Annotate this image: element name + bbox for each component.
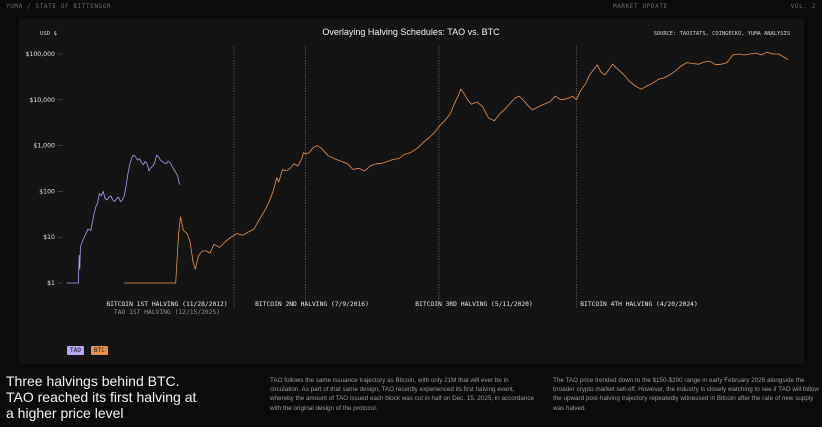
y-tick-label: $10 <box>43 234 55 241</box>
y-tick-label: $10,000 <box>29 97 55 104</box>
series-line-btc <box>124 51 789 284</box>
publication-label: YUMA / STATE OF BITTENSOR <box>6 3 112 10</box>
halving-label: BITCOIN 2ND HALVING (7/9/2016) <box>255 301 369 308</box>
halving-label: BITCOIN 4TH HALVING (4/20/2024) <box>580 301 698 308</box>
section-label: MARKET UPDATE <box>613 3 668 10</box>
volume-label: VOL. 2 <box>790 3 816 10</box>
y-tick-label: $100,000 <box>25 51 55 58</box>
halving-sublabel: TAO 1ST HALVING (12/15/2025) <box>114 309 220 316</box>
chart-panel: Overlaying Halving Schedules: TAO vs. BT… <box>19 19 804 364</box>
y-tick-label: $1,000 <box>33 143 55 150</box>
top-bar: YUMA / STATE OF BITTENSOR MARKET UPDATE … <box>6 3 816 13</box>
halving-label: BITCOIN 3RD HALVING (5/11/2020) <box>415 301 533 308</box>
y-tick-label: $100 <box>39 188 55 195</box>
series-line-tao <box>67 154 180 284</box>
y-tick-label: $1 <box>47 280 55 287</box>
halving-label: BITCOIN 1ST HALVING (11/28/2012) <box>106 301 227 308</box>
headline: Three halvings behind BTC. TAO reached i… <box>6 373 197 421</box>
legend-btc: BTC <box>91 346 108 355</box>
chart-title: Overlaying Halving Schedules: TAO vs. BT… <box>322 27 500 37</box>
legend-tao: TAO <box>67 346 84 355</box>
paragraph-tao-price: The TAO price trended down to the $150-$… <box>553 377 819 412</box>
halving-chart: Overlaying Halving Schedules: TAO vs. BT… <box>25 27 790 316</box>
paragraph-tao-issuance: TAO follows the same issuance trajectory… <box>270 377 535 412</box>
y-axis-label: USD $ <box>40 31 57 37</box>
chart-source: SOURCE: TAOSTATS, COINGECKO, YUMA ANALYS… <box>654 31 790 37</box>
